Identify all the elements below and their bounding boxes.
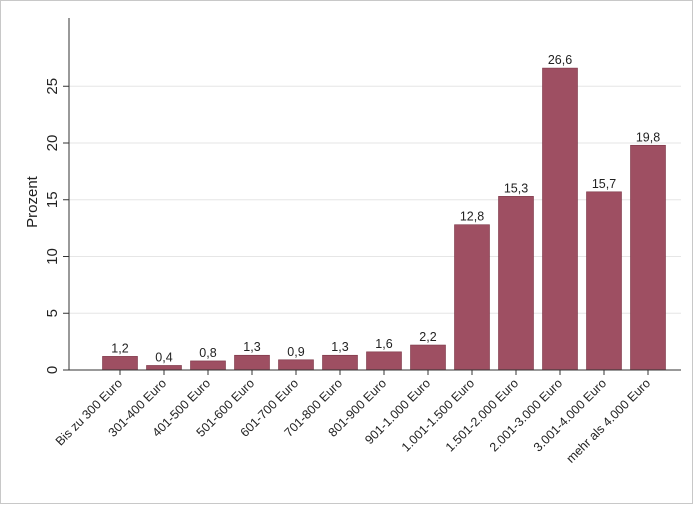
bar	[190, 360, 226, 371]
data-label: 26,6	[548, 53, 572, 67]
y-tick-label: 0	[44, 366, 61, 374]
data-label: 1,2	[111, 341, 128, 355]
bar	[454, 224, 490, 371]
x-tick-label: mehr als 4.000 Euro	[564, 376, 654, 466]
bar	[146, 365, 182, 371]
y-axis-label: Prozent	[24, 175, 41, 228]
axes: 0 5 10 15 20 25	[44, 18, 681, 375]
bar	[322, 354, 358, 371]
bars	[102, 67, 666, 371]
y-tick-label: 10	[44, 248, 61, 265]
y-tick-label: 15	[44, 191, 61, 208]
data-label: 19,8	[636, 130, 660, 144]
bar	[366, 351, 402, 371]
y-tick-label: 20	[44, 135, 61, 152]
bar	[278, 359, 314, 371]
data-label: 2,2	[419, 330, 436, 344]
bar	[498, 196, 534, 371]
data-label: 1,6	[375, 337, 392, 351]
gridlines	[69, 85, 681, 314]
data-label: 12,8	[460, 210, 484, 224]
bar	[102, 356, 138, 371]
bar	[586, 191, 622, 371]
bar	[542, 67, 578, 371]
y-tick-label: 5	[44, 309, 61, 317]
data-label: 1,3	[243, 340, 260, 354]
data-label: 0,8	[199, 346, 216, 360]
bar	[630, 144, 666, 371]
data-label: 0,9	[287, 345, 304, 359]
data-label: 1,3	[331, 340, 348, 354]
bar	[234, 354, 270, 371]
data-label: 15,3	[504, 181, 528, 195]
y-tick-label: 25	[44, 78, 61, 95]
bar	[410, 344, 446, 371]
data-label: 0,4	[155, 350, 172, 364]
data-label: 15,7	[592, 177, 616, 191]
